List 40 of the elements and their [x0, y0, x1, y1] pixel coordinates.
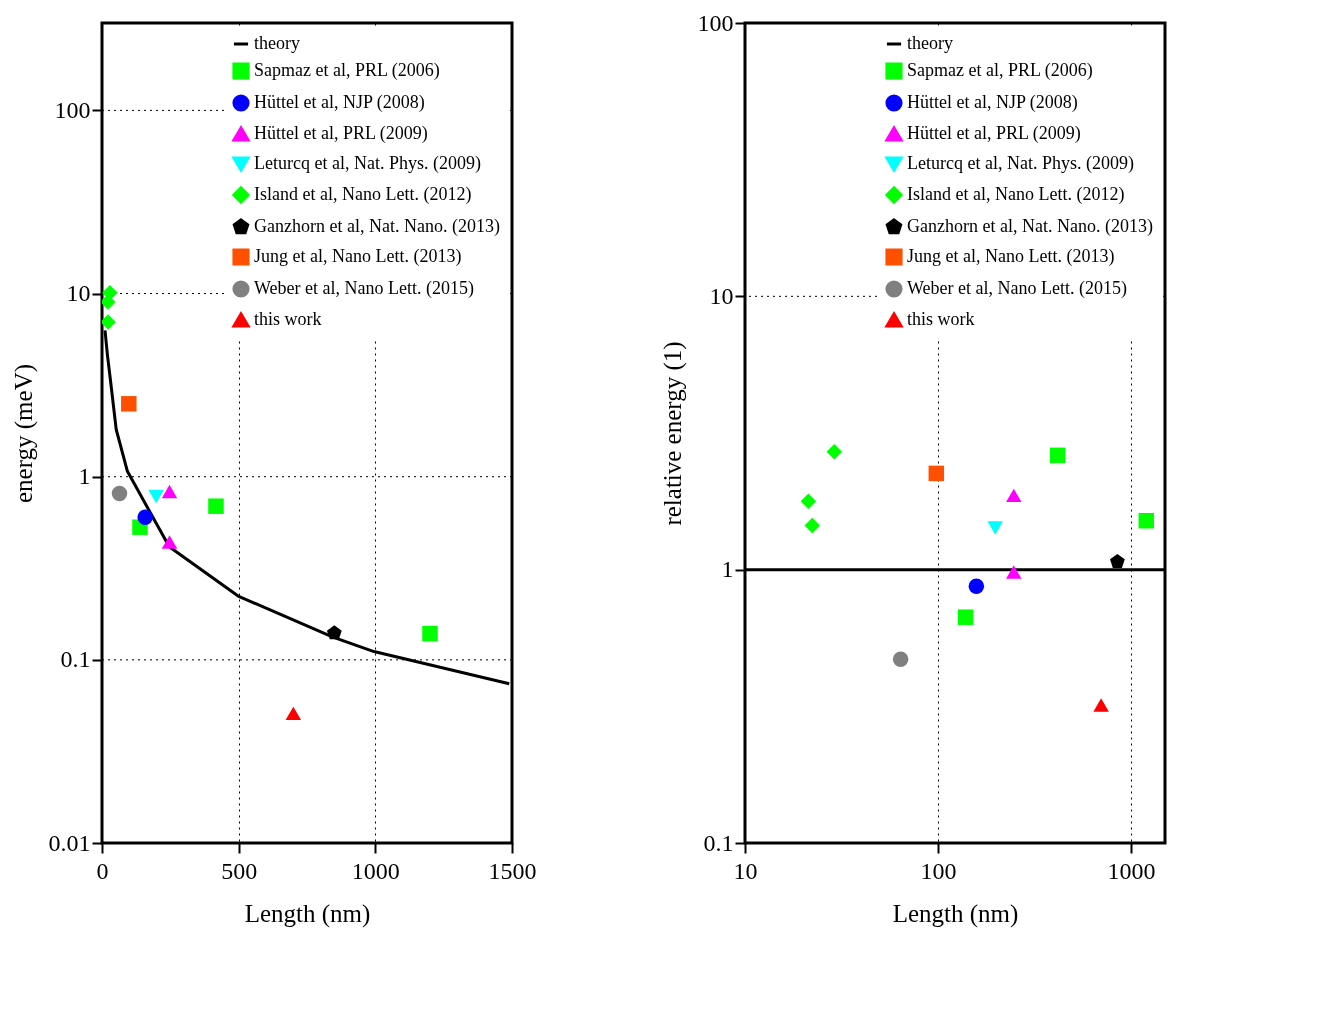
y-tick-label: 10 — [709, 282, 734, 309]
legend-label: Jung et al, Nano Lett. (2013) — [907, 246, 1115, 267]
x-tick-label: 10 — [733, 857, 758, 884]
legend-label: Leturcq et al, Nat. Phys. (2009) — [907, 153, 1134, 174]
legend-label: Hüttel et al, NJP (2008) — [907, 92, 1078, 113]
y-tick-label: 10 — [66, 280, 91, 307]
y-tick-label: 0.1 — [703, 829, 734, 856]
x-tick-label: 1000 — [1107, 857, 1156, 884]
x-tick-label: 500 — [221, 857, 258, 884]
legend-label: Leturcq et al, Nat. Phys. (2009) — [254, 153, 481, 174]
legend-label: theory — [254, 33, 300, 53]
legend-label: Weber et al, Nano Lett. (2015) — [254, 278, 474, 299]
y-tick-label: 1 — [721, 556, 734, 583]
y-tick-label: 0.01 — [48, 829, 91, 856]
x-axis-title: Length (nm) — [892, 899, 1019, 928]
legend-label: Sapmaz et al, PRL (2006) — [254, 60, 440, 81]
legend-label: Island et al, Nano Lett. (2012) — [907, 184, 1125, 205]
legend-label: Hüttel et al, NJP (2008) — [254, 92, 425, 113]
legend-label: Hüttel et al, PRL (2009) — [907, 123, 1081, 144]
x-tick-label: 100 — [920, 857, 957, 884]
y-axis-title: relative energy (1) — [658, 341, 687, 526]
legend-label: Ganzhorn et al, Nat. Nano. (2013) — [907, 216, 1153, 237]
legend-label: Jung et al, Nano Lett. (2013) — [254, 246, 462, 267]
legend-label: theory — [907, 33, 953, 53]
x-tick-label: 0 — [96, 857, 109, 884]
legend-label: Weber et al, Nano Lett. (2015) — [907, 278, 1127, 299]
legend-label: Ganzhorn et al, Nat. Nano. (2013) — [254, 216, 500, 237]
y-tick-label: 100 — [697, 9, 734, 36]
y-tick-label: 1 — [78, 463, 91, 490]
legend-label: Hüttel et al, PRL (2009) — [254, 123, 428, 144]
x-tick-label: 1500 — [488, 857, 537, 884]
y-axis-title: energy (meV) — [9, 363, 38, 504]
legend-label: Island et al, Nano Lett. (2012) — [254, 184, 472, 205]
y-tick-label: 0.1 — [60, 646, 91, 673]
legend-label: this work — [254, 309, 322, 329]
y-tick-label: 100 — [54, 96, 91, 123]
legend-label: this work — [907, 309, 975, 329]
x-tick-label: 1000 — [351, 857, 400, 884]
x-axis-title: Length (nm) — [244, 899, 371, 928]
legend-label: Sapmaz et al, PRL (2006) — [907, 60, 1093, 81]
